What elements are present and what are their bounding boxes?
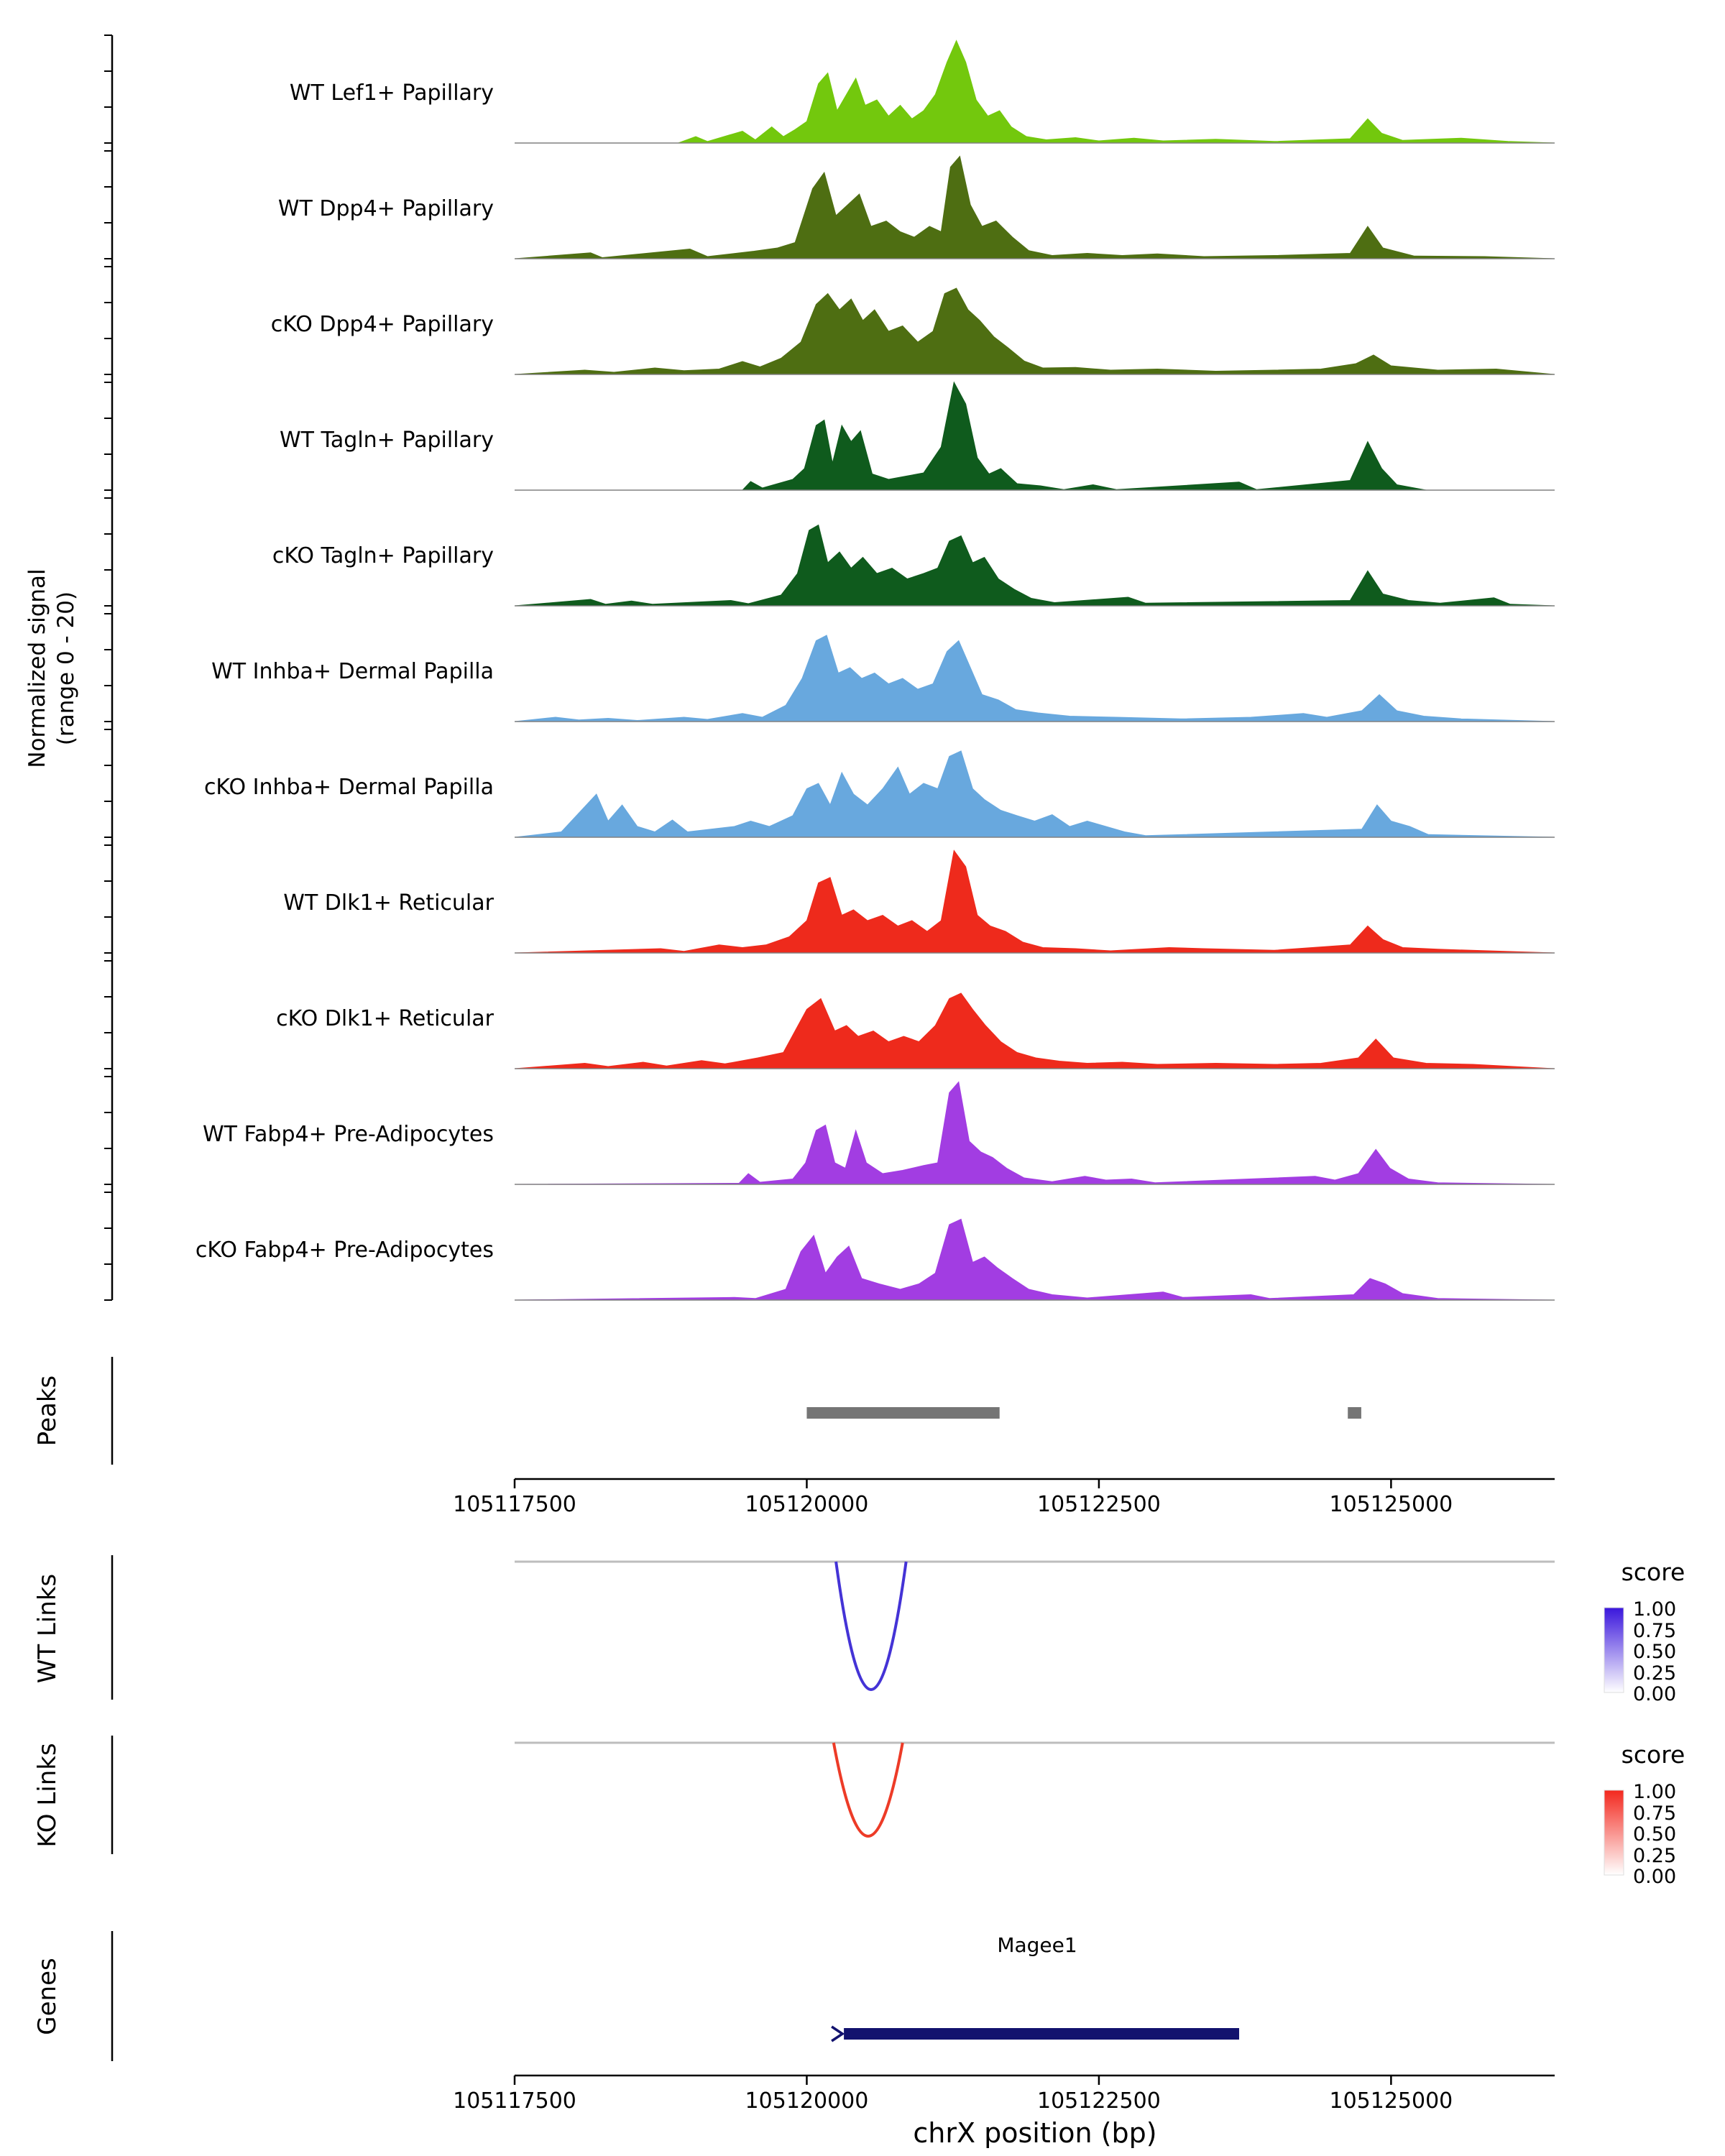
track-label: cKO Fabp4+ Pre-Adipocytes <box>195 1237 494 1263</box>
signal-track-area <box>515 40 1555 144</box>
peak-bar <box>1348 1407 1361 1419</box>
gene-strand-arrow <box>831 2025 845 2042</box>
signal-track-area <box>514 1218 1555 1301</box>
gene-body <box>844 2028 1240 2040</box>
score-legend-tick-label: 0.25 <box>1633 1844 1677 1867</box>
signal-track-area <box>514 1081 1555 1185</box>
x-axis-tick-label: 105120000 <box>745 2088 869 2114</box>
track-label: WT Inhba+ Dermal Papilla <box>211 658 494 684</box>
track-label: cKO Inhba+ Dermal Papilla <box>203 774 494 800</box>
score-legend-gradient <box>1604 1789 1624 1876</box>
signal-track-area <box>514 750 1555 838</box>
signal-track-area <box>514 287 1555 375</box>
track-label: WT Lef1+ Papillary <box>289 80 494 106</box>
signal-track-area <box>514 155 1555 259</box>
peaks-section-label: Peaks <box>33 1375 62 1447</box>
ko-score-legend-title: score <box>1621 1741 1685 1769</box>
score-legend-tick-label: 1.00 <box>1633 1598 1677 1621</box>
signal-axis-label-line2: (range 0 - 20) <box>53 591 79 746</box>
signal-track-area <box>514 524 1555 607</box>
score-legend-tick-label: 0.50 <box>1633 1823 1677 1846</box>
ko-links-section-label: KO Links <box>33 1743 62 1848</box>
track-label: WT Tagln+ Papillary <box>280 427 494 453</box>
score-legend-gradient <box>1604 1607 1624 1693</box>
track-label: WT Dlk1+ Reticular <box>283 890 494 916</box>
score-legend-tick-label: 0.00 <box>1633 1683 1677 1705</box>
score-legend-tick-label: 1.00 <box>1633 1781 1677 1803</box>
gene-name-label: Magee1 <box>997 1933 1077 1957</box>
x-axis-title: chrX position (bp) <box>913 2117 1157 2149</box>
peak-bar <box>806 1407 1000 1419</box>
signal-track-area <box>514 635 1555 722</box>
x-axis-tick-label: 105122500 <box>1037 2088 1161 2114</box>
signal-axis-label: Normalized signal (range 0 - 20) <box>23 568 80 768</box>
x-axis-tick-label: 105125000 <box>1329 1492 1453 1517</box>
track-label: cKO Dlk1+ Reticular <box>276 1005 494 1031</box>
signal-track-area <box>514 992 1555 1069</box>
signal-track-area <box>514 849 1555 954</box>
link-arc <box>834 1561 908 1691</box>
x-axis-tick-label: 105117500 <box>453 1492 576 1517</box>
track-label: WT Dpp4+ Papillary <box>277 195 494 221</box>
signal-axis-label-line1: Normalized signal <box>24 568 50 768</box>
track-label: cKO Dpp4+ Papillary <box>270 311 494 337</box>
score-legend-tick-label: 0.75 <box>1633 1802 1677 1825</box>
x-axis-tick-label: 105122500 <box>1037 1492 1161 1517</box>
wt-score-legend-title: score <box>1621 1558 1685 1586</box>
score-legend-tick-label: 0.50 <box>1633 1641 1677 1663</box>
score-legend-tick-label: 0.25 <box>1633 1662 1677 1685</box>
x-axis-tick-label: 105120000 <box>745 1492 869 1517</box>
link-arc <box>832 1742 904 1838</box>
x-axis-tick-label: 105117500 <box>453 2088 576 2114</box>
wt-links-section-label: WT Links <box>33 1573 62 1684</box>
x-axis-tick-label: 105125000 <box>1329 2088 1453 2114</box>
track-label: WT Fabp4+ Pre-Adipocytes <box>203 1121 494 1147</box>
genes-section-label: Genes <box>33 1958 62 2035</box>
track-label: cKO Tagln+ Papillary <box>272 543 494 568</box>
signal-track-area <box>515 381 1555 491</box>
score-legend-tick-label: 0.75 <box>1633 1619 1677 1642</box>
score-legend-tick-label: 0.00 <box>1633 1866 1677 1888</box>
